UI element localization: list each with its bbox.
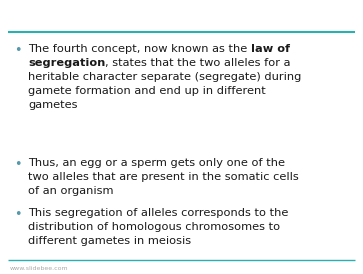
Text: www.slidebee.com: www.slidebee.com <box>10 266 69 271</box>
Text: Thus, an egg or a sperm gets only one of the: Thus, an egg or a sperm gets only one of… <box>28 158 285 168</box>
Text: The fourth concept, now known as the: The fourth concept, now known as the <box>28 44 251 54</box>
Text: , states that the two alleles for a: , states that the two alleles for a <box>105 58 291 68</box>
Text: distribution of homologous chromosomes to: distribution of homologous chromosomes t… <box>28 222 280 232</box>
Text: law of: law of <box>251 44 290 54</box>
Text: two alleles that are present in the somatic cells: two alleles that are present in the soma… <box>28 172 299 182</box>
Text: gamete formation and end up in different: gamete formation and end up in different <box>28 86 266 96</box>
Text: of an organism: of an organism <box>28 186 114 196</box>
Text: heritable character separate (segregate) during: heritable character separate (segregate)… <box>28 72 301 82</box>
Text: •: • <box>14 158 21 171</box>
Text: different gametes in meiosis: different gametes in meiosis <box>28 236 191 246</box>
Text: •: • <box>14 208 21 221</box>
Text: •: • <box>14 44 21 57</box>
Text: This segregation of alleles corresponds to the: This segregation of alleles corresponds … <box>28 208 288 218</box>
Text: gametes: gametes <box>28 100 77 110</box>
Text: segregation: segregation <box>28 58 105 68</box>
